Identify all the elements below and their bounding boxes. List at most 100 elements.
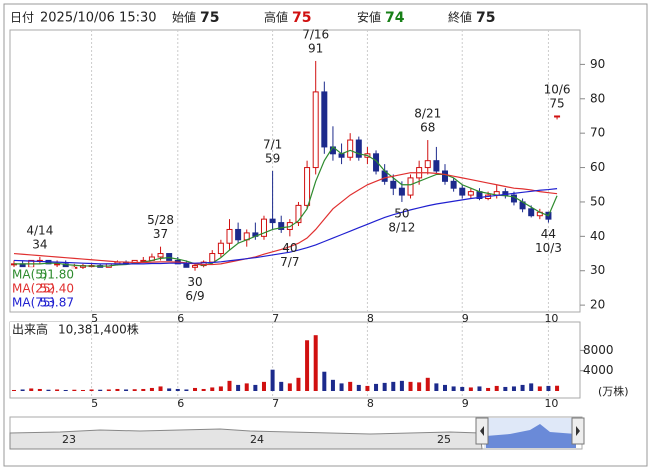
candle-body: [235, 228, 242, 241]
candle-body: [166, 253, 173, 261]
volume-bar: [63, 389, 68, 391]
candle-body: [442, 170, 448, 182]
volume-bar: [477, 386, 482, 391]
volume-bar: [12, 389, 16, 391]
volume-bar: [391, 381, 396, 391]
annotation-value: 30: [187, 275, 202, 289]
candle-body: [450, 180, 457, 189]
candle-body: [183, 263, 190, 268]
volume-bar: [270, 369, 275, 391]
annotation-date: 7/7: [280, 255, 299, 269]
volume-bar: [167, 388, 172, 391]
candle-body: [269, 218, 276, 224]
volume-bar: [425, 377, 430, 391]
y-tick-label: 20: [590, 298, 605, 312]
candle-body: [312, 91, 319, 169]
volume-label: 出来高: [12, 322, 48, 337]
volume-bar: [356, 384, 361, 391]
volume-bar: [98, 389, 103, 391]
volume-bar: [72, 389, 77, 391]
navigator-label: 25: [437, 433, 451, 446]
volume-bar: [374, 383, 379, 391]
volume-bar: [555, 385, 560, 391]
candle-body: [217, 242, 224, 255]
volume-bar: [443, 384, 447, 391]
header: 日付 2025/10/06 15:30 始値 75 高値 75 安値 74 終値…: [10, 10, 495, 27]
candle-body: [355, 139, 362, 158]
low-label: 安値: [357, 10, 381, 25]
candle-body: [459, 187, 466, 196]
y-tick-label: 60: [590, 160, 605, 174]
volume-bar: [486, 387, 491, 391]
volume-bar: [201, 388, 206, 391]
candle-body: [433, 160, 440, 172]
volume-bar: [141, 388, 146, 391]
volume-bar: [29, 388, 34, 391]
handle-arrow: [576, 426, 580, 436]
candle-body: [321, 91, 328, 148]
legend-box: [11, 267, 75, 311]
annotation-value: 50: [394, 206, 409, 220]
annotation-value: 75: [549, 96, 564, 110]
handle-arrow: [480, 426, 484, 436]
volume-bar: [365, 385, 370, 391]
y-tick-label: 4000: [583, 363, 614, 377]
candle-body: [390, 180, 397, 189]
annotation-date: 4/14: [26, 223, 53, 237]
volume-total: 10,381,400株: [58, 322, 139, 337]
volume-bar: [132, 389, 137, 391]
annotation-date: 6/9: [185, 289, 204, 303]
legend-name: MA(75): [12, 296, 55, 310]
volume-bar: [184, 389, 189, 391]
volume-bar: [46, 389, 51, 391]
legend-value: 53.87: [40, 296, 74, 310]
volume-bar: [408, 381, 413, 391]
y-tick-label: 70: [590, 126, 605, 140]
volume-bar: [106, 389, 111, 391]
candle-body: [304, 167, 311, 206]
candle-body: [54, 263, 61, 266]
volume-bar: [434, 383, 439, 391]
volume-bar: [218, 386, 223, 391]
volume-bar: [124, 389, 129, 391]
annotation-date: 8/12: [388, 220, 415, 234]
high-label: 高値: [264, 10, 288, 25]
candle-body: [554, 115, 561, 118]
volume-bar: [313, 335, 318, 391]
volume-bar: [193, 387, 198, 391]
volume-bar: [158, 386, 163, 391]
navigator-selected-area: [486, 424, 576, 448]
volume-bar: [37, 388, 42, 391]
volume-bar: [382, 382, 387, 391]
volume-bar: [330, 379, 335, 391]
volume-bar: [468, 387, 473, 391]
candle-body: [502, 191, 509, 196]
y-tick-label: 90: [590, 57, 605, 71]
y-tick-label: 50: [590, 194, 605, 208]
annotation-date: 5/28: [147, 213, 174, 227]
volume-bar: [322, 371, 327, 391]
volume-bar: [399, 380, 404, 391]
navigator-label: 24: [250, 433, 264, 446]
ma-line: [13, 172, 558, 266]
volume-bar: [503, 386, 508, 391]
volume-bar: [494, 385, 499, 391]
high-value: 75: [292, 10, 311, 26]
x-tick-label: 9: [462, 397, 469, 410]
navigator: 23 24 25: [9, 416, 585, 450]
y-tick-label: 8000: [583, 343, 614, 357]
volume-bar: [460, 386, 465, 391]
y-tick-label: 80: [590, 91, 605, 105]
volume-bar: [511, 386, 516, 391]
x-tick-label: 5: [91, 312, 98, 325]
legend-value: 52.40: [40, 282, 74, 296]
candle-body: [278, 222, 285, 230]
volume-panel: [9, 321, 581, 399]
volume-bar: [348, 381, 353, 391]
volume-bar: [253, 384, 258, 391]
volume-bar: [89, 389, 94, 391]
x-tick-label: 7: [272, 397, 279, 410]
volume-bar: [175, 388, 180, 391]
annotation-value: 68: [420, 121, 435, 135]
close-label: 終値: [448, 10, 472, 25]
